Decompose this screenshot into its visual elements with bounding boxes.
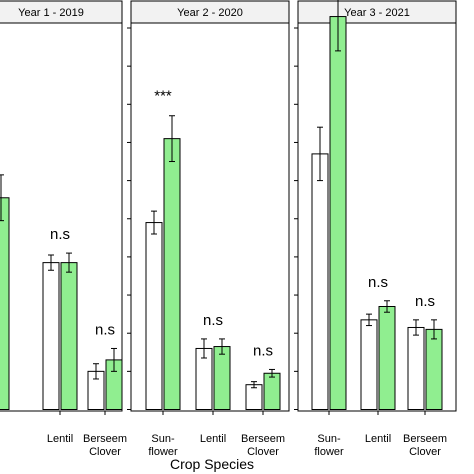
category-label: flower (148, 446, 178, 458)
significance-label: n.s (253, 342, 273, 359)
significance-label: n.s (50, 226, 70, 243)
bar (245, 384, 263, 411)
bar (311, 153, 329, 410)
significance-label: n.s (95, 321, 115, 338)
bar (163, 138, 181, 410)
category-label: Sun- (317, 433, 341, 445)
bar (145, 222, 163, 410)
bar (360, 319, 378, 410)
bar (407, 326, 425, 411)
panel-2: Year 2 - 2020 *** Sun-flower n.s Lentil n.s Be… (127, 0, 290, 458)
category-label: Clover (247, 446, 279, 458)
category-label: Lentil (365, 433, 391, 445)
category-label: flower (314, 446, 344, 458)
bar (329, 16, 347, 411)
significance-label: n.s (368, 274, 388, 291)
bar (0, 197, 10, 410)
bar (213, 346, 231, 410)
significance-label: *** (154, 88, 172, 105)
panel-3: Year 3 - 2021***Sun-flowern.sLentiln.sBe… (294, 0, 457, 458)
category-label: Clover (89, 446, 121, 458)
category-label: Clover (409, 446, 441, 458)
category-label: Berseem (241, 433, 285, 445)
category-label: Sun- (151, 433, 175, 445)
significance-label: n.s (203, 312, 223, 329)
category-label: Berseem (403, 433, 447, 445)
panel-title: Year 1 - 2019 (18, 7, 84, 19)
x-axis-title: Crop Species (170, 456, 254, 472)
bar (378, 305, 396, 410)
panel-title: Year 3 - 2021 (344, 7, 410, 19)
category-label: Lentil (47, 433, 73, 445)
bar (60, 262, 78, 410)
bar (42, 262, 60, 410)
category-label: Lentil (200, 433, 226, 445)
significance-label: n.s (415, 293, 435, 310)
category-label: Berseem (83, 433, 127, 445)
bar (263, 372, 281, 411)
panel-1: Year 1 - 2019sSun-flowern.sLentiln.sBers… (0, 0, 127, 458)
bar (425, 328, 443, 411)
panel-title: Year 2 - 2020 (177, 7, 243, 19)
